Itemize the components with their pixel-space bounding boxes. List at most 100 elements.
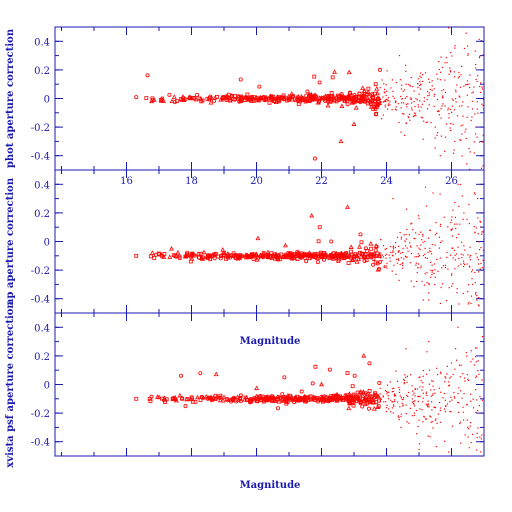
data-point bbox=[481, 141, 484, 143]
data-point bbox=[439, 302, 442, 305]
data-point bbox=[338, 138, 344, 144]
data-point bbox=[470, 175, 471, 176]
data-point bbox=[446, 365, 448, 367]
data-point bbox=[449, 122, 452, 125]
data-point bbox=[481, 335, 484, 338]
data-point bbox=[348, 91, 352, 96]
data-point bbox=[482, 134, 484, 136]
data-point bbox=[363, 252, 368, 256]
data-point bbox=[256, 394, 261, 399]
data-point bbox=[403, 379, 406, 382]
data-point bbox=[471, 92, 473, 94]
data-point bbox=[468, 203, 470, 206]
data-point bbox=[407, 116, 409, 118]
data-point bbox=[413, 392, 415, 394]
data-point bbox=[177, 254, 182, 259]
data-point bbox=[414, 400, 416, 402]
data-point bbox=[478, 141, 481, 143]
data-point bbox=[434, 276, 436, 278]
data-point bbox=[467, 426, 469, 428]
data-point bbox=[231, 251, 236, 256]
data-point bbox=[381, 254, 383, 256]
data-point bbox=[342, 255, 347, 260]
data-point bbox=[480, 262, 482, 265]
data-point bbox=[369, 97, 375, 102]
data-point bbox=[434, 147, 436, 149]
data-point bbox=[379, 87, 381, 89]
data-point bbox=[476, 108, 478, 110]
data-point bbox=[383, 266, 385, 268]
data-point bbox=[449, 129, 452, 132]
data-point bbox=[409, 242, 411, 244]
data-point bbox=[438, 387, 440, 389]
data-point bbox=[467, 54, 469, 56]
data-point bbox=[363, 96, 369, 102]
data-point bbox=[486, 327, 487, 328]
data-point bbox=[446, 300, 448, 302]
data-point bbox=[375, 251, 380, 256]
data-point bbox=[477, 498, 478, 499]
data-point bbox=[424, 240, 426, 243]
data-point bbox=[392, 387, 394, 390]
data-point bbox=[422, 254, 425, 257]
data-point bbox=[487, 250, 488, 251]
data-point bbox=[420, 231, 422, 233]
data-point bbox=[348, 244, 354, 249]
data-point bbox=[426, 108, 429, 110]
data-point bbox=[388, 408, 390, 410]
data-point bbox=[408, 234, 410, 236]
data-point bbox=[472, 458, 473, 459]
data-point bbox=[427, 435, 429, 437]
data-point bbox=[309, 212, 315, 218]
data-point bbox=[392, 90, 394, 93]
data-point bbox=[424, 186, 427, 188]
data-point bbox=[331, 97, 337, 103]
data-point bbox=[423, 416, 425, 418]
data-point bbox=[437, 110, 440, 112]
data-point bbox=[429, 415, 431, 417]
data-point bbox=[454, 216, 456, 219]
data-point bbox=[464, 249, 466, 251]
data-point bbox=[418, 218, 420, 220]
data-point bbox=[407, 116, 410, 119]
data-point bbox=[421, 401, 424, 403]
data-point bbox=[474, 271, 476, 274]
data-point bbox=[359, 390, 364, 395]
data-point bbox=[475, 126, 477, 128]
data-point bbox=[251, 257, 256, 262]
data-point bbox=[282, 242, 288, 248]
data-point bbox=[385, 84, 387, 86]
data-point bbox=[453, 109, 456, 111]
data-point bbox=[414, 238, 416, 240]
data-point bbox=[420, 380, 422, 382]
data-point bbox=[428, 284, 430, 286]
data-point bbox=[239, 252, 245, 258]
data-point bbox=[405, 238, 407, 240]
data-point bbox=[430, 416, 432, 418]
data-point bbox=[367, 406, 372, 411]
data-point bbox=[273, 396, 278, 401]
data-point bbox=[444, 381, 446, 383]
data-point bbox=[371, 406, 377, 411]
data-point bbox=[478, 38, 480, 40]
data-point bbox=[422, 233, 424, 236]
data-point bbox=[384, 266, 386, 269]
data-point bbox=[346, 261, 351, 265]
data-point bbox=[447, 268, 449, 270]
data-point bbox=[489, 259, 490, 260]
data-point bbox=[419, 248, 421, 251]
data-point bbox=[439, 225, 441, 227]
data-point bbox=[429, 88, 431, 91]
data-point bbox=[486, 14, 487, 15]
data-point bbox=[275, 406, 280, 411]
data-point bbox=[417, 86, 419, 89]
y-tick-label: 0 bbox=[44, 238, 50, 249]
data-point bbox=[438, 114, 441, 116]
data-point bbox=[472, 283, 474, 286]
data-point bbox=[373, 248, 378, 253]
data-point bbox=[383, 83, 385, 85]
data-point bbox=[436, 373, 439, 376]
data-point bbox=[454, 140, 456, 142]
x-tick-label: 20 bbox=[250, 176, 263, 187]
data-point bbox=[457, 77, 460, 79]
